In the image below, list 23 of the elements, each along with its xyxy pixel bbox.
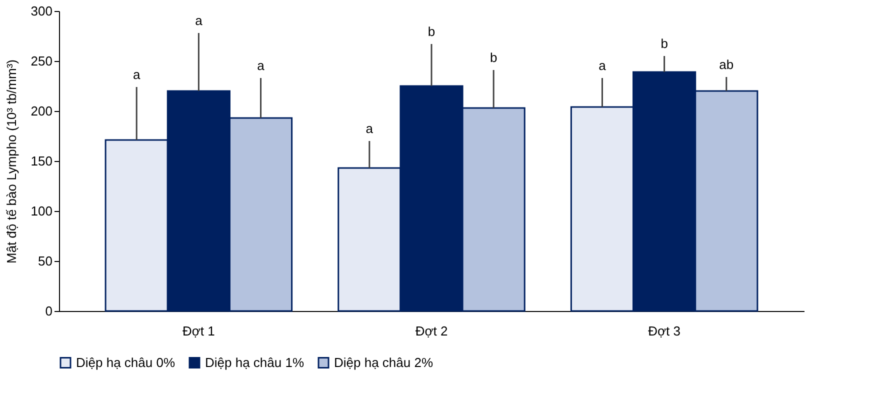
annotation: a bbox=[195, 13, 204, 28]
y-axis-title: Mật độ tế bào Lympho (10³ tb/mm³) bbox=[4, 60, 19, 264]
y-tick-label: 300 bbox=[30, 4, 52, 18]
annotation: a bbox=[366, 121, 374, 136]
legend-label: Diệp hạ châu 1% bbox=[205, 354, 304, 370]
y-tick-label: 50 bbox=[38, 254, 52, 268]
y-tick-label: 100 bbox=[30, 204, 52, 218]
annotation: b bbox=[660, 36, 668, 51]
annotation: a bbox=[132, 67, 141, 82]
annotation: ab bbox=[719, 57, 734, 72]
annotation: b bbox=[490, 50, 498, 65]
legend-label: Diệp hạ châu 0% bbox=[76, 354, 176, 370]
annotation: a bbox=[598, 58, 607, 73]
x-tick-label: Đợt 2 bbox=[415, 324, 448, 338]
x-tick-label: Đợt 3 bbox=[648, 324, 680, 338]
legend-label: Diệp hạ châu 2% bbox=[334, 354, 434, 370]
x-tick-label: Đợt 1 bbox=[182, 324, 215, 338]
annotation: a bbox=[257, 58, 266, 73]
y-tick-label: 250 bbox=[30, 54, 52, 68]
y-tick-label: 0 bbox=[45, 304, 52, 318]
y-tick-label: 200 bbox=[30, 104, 52, 118]
annotation: b bbox=[428, 24, 436, 39]
y-tick-label: 150 bbox=[30, 154, 52, 168]
